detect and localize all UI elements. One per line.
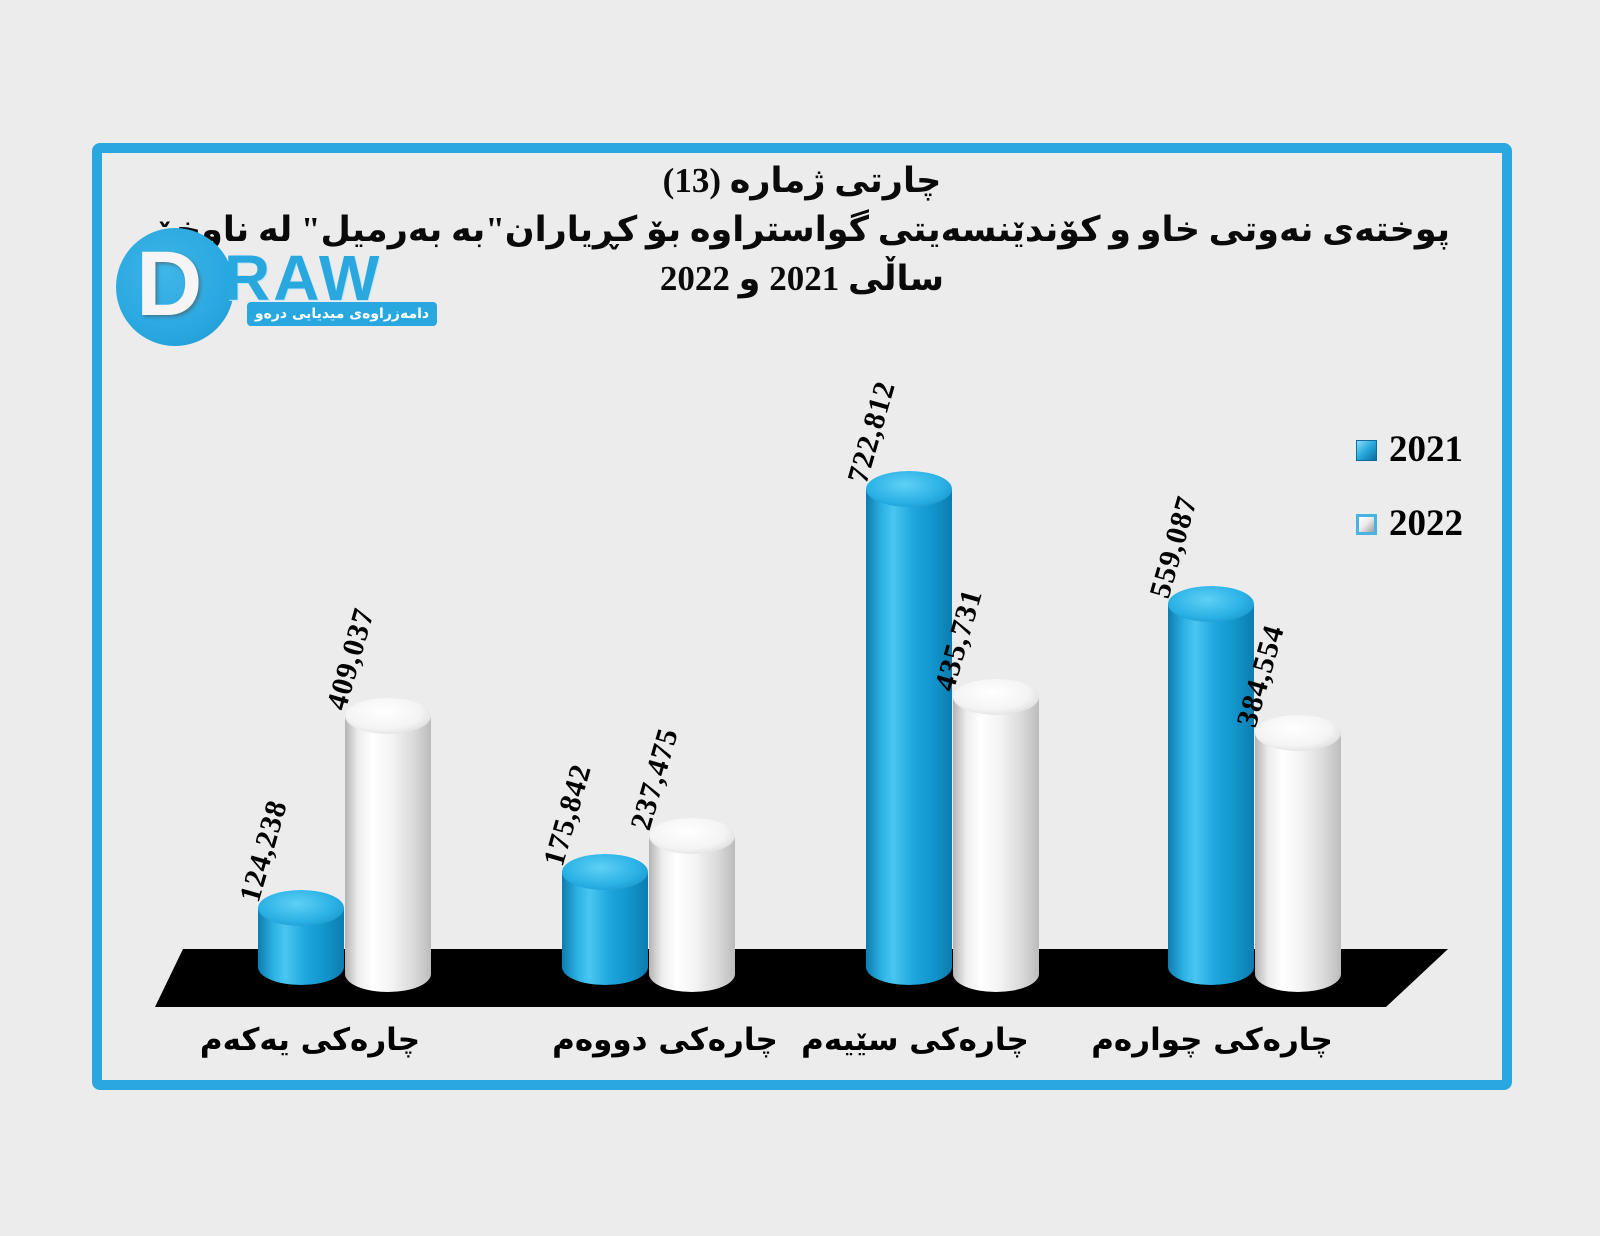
chart-frame bbox=[92, 143, 1512, 1090]
bar-shaft bbox=[953, 697, 1039, 992]
category-label-q3: چارەکی سێیەم bbox=[801, 1022, 1029, 1058]
title-line-2: پوختەی نەوتی خاو و کۆندێنسەیتی گواستراوە… bbox=[153, 210, 1450, 249]
logo-tagline-banner: دامەزراوەی میدیایی درەو bbox=[247, 302, 437, 326]
category-label-q4: چارەکی چوارەم bbox=[1091, 1022, 1333, 1058]
title-line-1: چارتی ژمارە (13) bbox=[662, 161, 942, 200]
bar-2021-q4 bbox=[1168, 586, 1254, 985]
bar-2022-q4 bbox=[1255, 715, 1341, 992]
logo-circle bbox=[116, 228, 234, 346]
bar-shaft bbox=[1255, 733, 1341, 992]
bar-shaft bbox=[562, 872, 648, 985]
legend-item-2021: 2021 bbox=[1356, 428, 1463, 472]
legend-item-2022: 2022 bbox=[1356, 502, 1463, 546]
bar-top-cap bbox=[1168, 586, 1254, 622]
bar-shaft bbox=[649, 836, 735, 992]
bar-top-cap bbox=[866, 471, 952, 507]
legend-label-2022: 2022 bbox=[1389, 503, 1463, 544]
legend-label-2021: 2021 bbox=[1389, 429, 1463, 470]
legend: 2021 2022 bbox=[1356, 428, 1463, 576]
logo-tagline: دامەزراوەی میدیایی درەو bbox=[254, 306, 430, 322]
bar-top-cap bbox=[1255, 715, 1341, 751]
chart-title-block: چارتی ژمارە (13) پوختەی نەوتی خاو و کۆند… bbox=[150, 156, 1454, 303]
draw-logo: D RAW دامەزراوەی میدیایی درەو bbox=[112, 222, 452, 346]
category-label-q2: چارەکی دووەم bbox=[552, 1022, 778, 1058]
bar-top-cap bbox=[649, 818, 735, 854]
bar-2021-q3 bbox=[866, 471, 952, 985]
logo-initial-letter: D bbox=[136, 233, 203, 335]
bar-shaft bbox=[1168, 604, 1254, 985]
bar-2022-q3 bbox=[953, 679, 1039, 992]
bar-2021-q1 bbox=[258, 890, 344, 985]
bar-shaft bbox=[866, 489, 952, 985]
logo-wordmark: RAW bbox=[224, 242, 383, 314]
bar-top-cap bbox=[953, 679, 1039, 715]
title-line-3: ساڵی 2021 و 2022 bbox=[659, 259, 945, 298]
bar-2022-q1 bbox=[345, 698, 431, 992]
bar-shaft bbox=[345, 716, 431, 992]
legend-swatch-2022 bbox=[1356, 513, 1377, 535]
bar-top-cap bbox=[258, 890, 344, 926]
category-label-q1: چارەکی یەکەم bbox=[199, 1022, 421, 1058]
legend-swatch-2021 bbox=[1356, 439, 1377, 461]
bar-top-cap bbox=[562, 854, 648, 890]
bar-2022-q2 bbox=[649, 818, 735, 992]
bar-top-cap bbox=[345, 698, 431, 734]
bar-2021-q2 bbox=[562, 854, 648, 985]
